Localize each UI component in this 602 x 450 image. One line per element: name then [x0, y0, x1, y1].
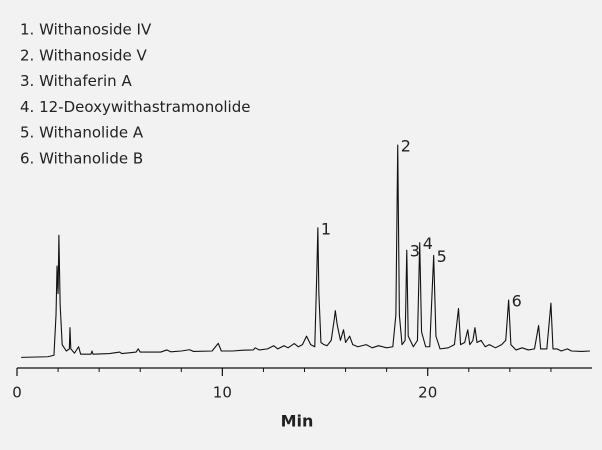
x-tick-label: 10 — [213, 384, 232, 402]
peak-label: 3 — [410, 242, 420, 261]
trace — [21, 144, 590, 358]
peak-label: 5 — [437, 247, 447, 266]
legend-entry: 6. Withanolide B — [20, 150, 143, 168]
peak-label: 2 — [401, 137, 411, 156]
legend-entry: 3. Withaferin A — [20, 72, 132, 90]
peak-label: 1 — [321, 219, 331, 238]
legend-entry: 1. Withanoside IV — [20, 21, 152, 39]
peak-label: 6 — [512, 292, 522, 311]
x-tick-label: 0 — [12, 384, 22, 402]
x-tick-label: 20 — [418, 384, 437, 402]
legend-entry: 5. Withanolide A — [20, 124, 144, 142]
legend-entry: 4. 12-Deoxywithastramonolide — [20, 98, 250, 116]
x-axis-title: Min — [281, 412, 314, 431]
legend-entry: 2. Withanoside V — [20, 46, 148, 64]
peak-label: 4 — [423, 234, 433, 253]
